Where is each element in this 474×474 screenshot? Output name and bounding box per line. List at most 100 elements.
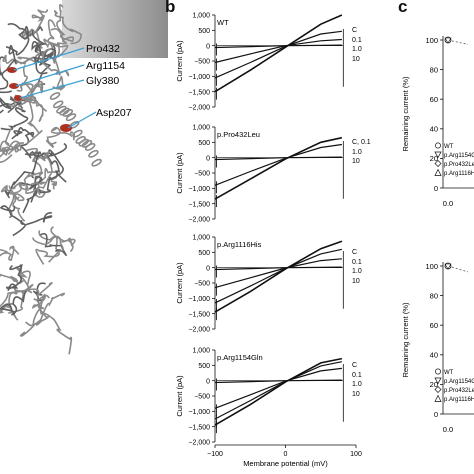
legend-marker	[435, 142, 441, 149]
protein-structure-panel: Pro432 Arg1154 Gly380 Asp207	[0, 0, 168, 355]
y-tick-label: 500	[198, 250, 210, 257]
ribbon-strand	[43, 38, 61, 76]
legend-entry: 1.0	[352, 149, 362, 156]
y-tick-label: −1,500	[188, 89, 210, 96]
iv-plot-2: 1,000 500 0 −500 −1,000 −1,500 −2,000 Current (…	[175, 125, 371, 224]
legend-label: p.Arg1116H	[444, 397, 474, 403]
remaining-current-panel: 100 80 60 40 20 0 Remaining current (%) 0.0 WT p.…	[401, 36, 474, 434]
legend-label: p.Arg1116H	[444, 171, 474, 177]
y-tick-label: −1,000	[188, 296, 210, 303]
panel-letter-b: b	[165, 0, 176, 16]
legend-entry: 0.1	[352, 37, 362, 44]
y-tick-label: 500	[198, 28, 210, 35]
helix-turn	[56, 105, 67, 114]
y-axis-label: Current (pA)	[175, 40, 184, 82]
y-tick-label: −1,500	[188, 424, 210, 431]
legend-entry: C	[352, 249, 357, 256]
ribbon-strand	[13, 282, 53, 297]
ribbon-strand	[0, 106, 29, 131]
ribbon-strand	[37, 151, 54, 196]
y-tick-label: −1,000	[188, 186, 210, 193]
y-tick-label: −1,000	[188, 409, 210, 416]
ribbon-strand	[30, 149, 64, 203]
legend-entry: WT	[435, 368, 454, 376]
y-tick-label: 20	[430, 154, 438, 163]
helix-turn	[91, 158, 102, 167]
trace-C	[214, 357, 343, 426]
y-tick-label: 500	[198, 363, 210, 370]
ribbon-strand	[11, 127, 34, 140]
label-arg1154: Arg1154	[86, 60, 125, 72]
legend-label: p.Pro432Le	[444, 162, 474, 168]
ribbon-strand	[12, 212, 53, 237]
ribbon-strand	[0, 44, 17, 90]
ribbon-strand	[4, 171, 35, 199]
ribbon-strand	[24, 89, 44, 123]
label-asp207: Asp207	[96, 107, 132, 119]
helix-turn	[72, 129, 83, 138]
legend-entry: p.Arg1116H	[434, 394, 474, 403]
y-tick-label: 40	[430, 125, 438, 134]
x-tick-label: −100	[207, 451, 223, 458]
helix-turn	[84, 143, 96, 151]
ribbon-strand	[56, 3, 75, 43]
y-axis-label: Current (pA)	[175, 152, 184, 194]
legend-entry: p.Pro432Le	[434, 386, 474, 394]
legend-marker	[434, 160, 442, 167]
legend-entry: C	[352, 27, 357, 34]
legend-entry: 0.1	[352, 259, 362, 266]
x-tick-label: 100	[350, 451, 362, 458]
ribbon-strand	[53, 10, 82, 45]
y-tick-label: 500	[198, 140, 210, 147]
y-axis-label: Remaining current (%)	[401, 76, 410, 152]
y-axis-label: Current (pA)	[175, 375, 184, 417]
data-line	[447, 39, 469, 45]
ribbon-strand	[0, 56, 13, 94]
ribbon-strand	[38, 44, 56, 66]
ribbon-strand	[31, 29, 48, 56]
legend-marker	[434, 377, 442, 385]
legend-entry: 10	[352, 56, 360, 63]
ribbon-strand	[0, 290, 28, 316]
ribbon-strand	[19, 294, 50, 337]
y-tick-label: 0	[434, 184, 438, 193]
ribbon-strand	[50, 126, 76, 141]
data-point-triangle	[444, 263, 452, 270]
y-tick-label: 1,000	[192, 125, 210, 132]
trace-C	[214, 240, 343, 313]
legend-marker	[434, 386, 442, 393]
plot-title: p.Arg1154Gln	[217, 353, 263, 362]
plot-title: p.Pro432Leu	[217, 130, 260, 139]
ribbon-strand	[8, 264, 34, 314]
ribbon-strand	[32, 235, 64, 263]
trace-10	[214, 379, 342, 384]
x-tick-label: 0	[284, 451, 288, 458]
plot-title: p.Arg1116His	[217, 240, 262, 249]
y-tick-label: 80	[430, 65, 438, 74]
ribbon-strand	[5, 263, 23, 292]
x-axis-label: Membrane potential (mV)	[243, 459, 328, 468]
ribbon-strand	[45, 127, 61, 149]
ribbon-strand	[35, 230, 60, 265]
trace-0-1	[214, 30, 342, 79]
y-tick-label: 1,000	[192, 13, 210, 20]
y-axis-label: Remaining current (%)	[401, 302, 410, 378]
structure-background-box	[62, 0, 168, 58]
y-tick-label: 0	[206, 43, 210, 50]
legend-label: p.Arg1154G	[444, 153, 474, 159]
ribbon-strand	[0, 245, 20, 261]
y-tick-label: 1,000	[192, 235, 210, 242]
y-tick-label: −1,500	[188, 201, 210, 208]
helix-turn	[88, 149, 99, 158]
y-axis-label: Current (pA)	[175, 262, 184, 304]
y-tick-label: 0	[206, 378, 210, 385]
y-tick-label: 100	[425, 262, 438, 271]
y-tick-label: 1,000	[192, 348, 210, 355]
iv-plot-4: 1,000 500 0 −500 −1,000 −1,500 −2,000 Current (…	[175, 348, 362, 468]
iv-plot-1: 1,000 500 0 −500 −1,000 −1,500 −2,000 Current (…	[175, 13, 362, 112]
ribbon-strand	[7, 23, 31, 40]
ribbon-strand	[32, 282, 46, 302]
legend-marker	[435, 368, 441, 375]
ribbon-strand	[47, 19, 61, 61]
ribbon-strand	[39, 48, 70, 77]
